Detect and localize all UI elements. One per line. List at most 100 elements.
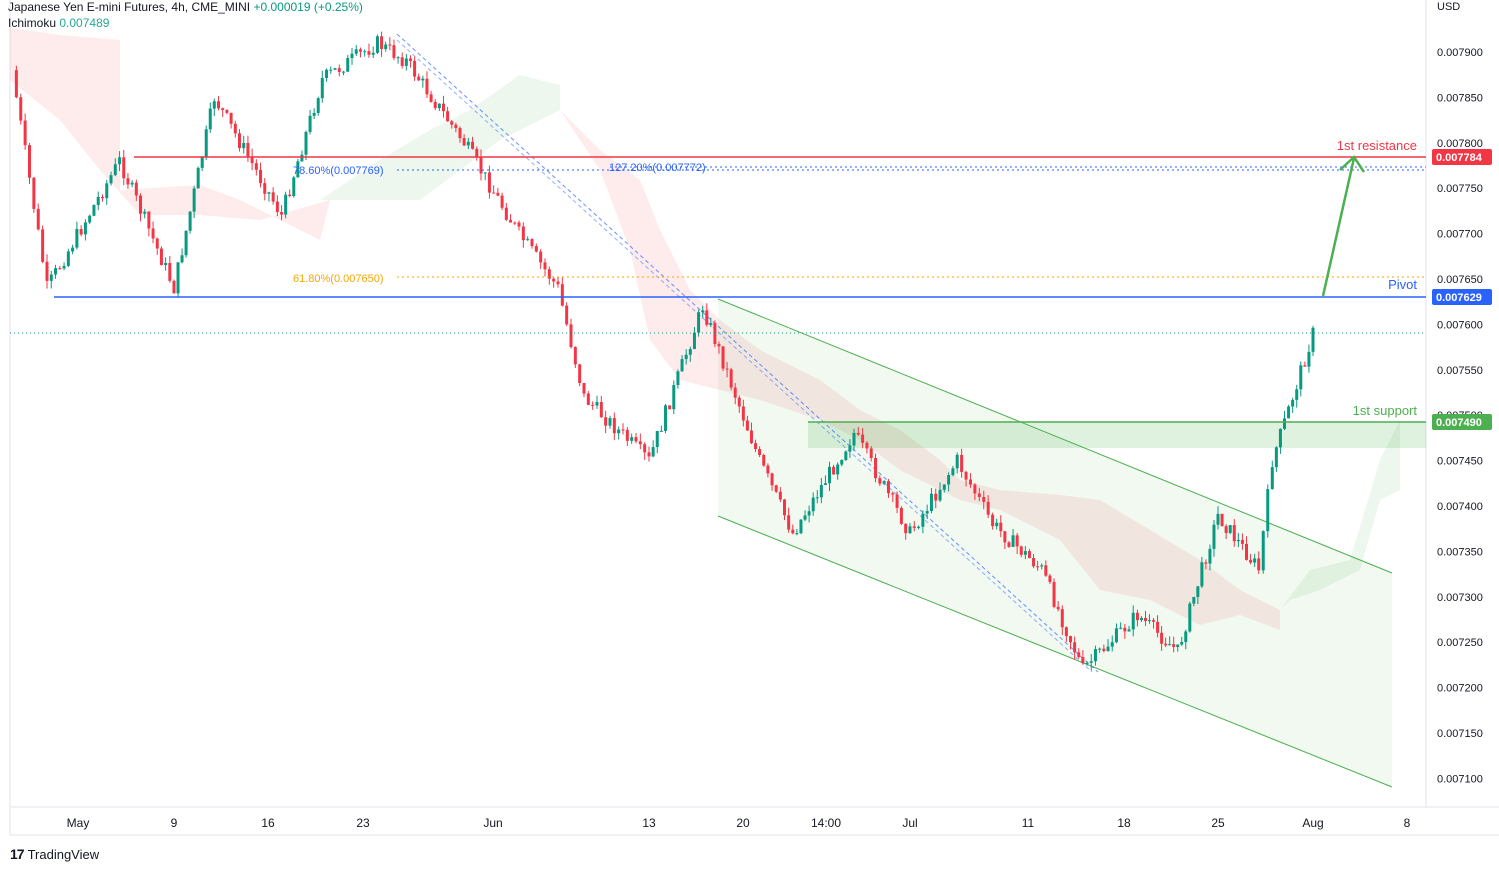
candle-body	[79, 229, 83, 235]
pivot-badge: 0.007629	[1436, 292, 1482, 304]
pivot-label: Pivot	[1388, 277, 1417, 292]
candle-body	[625, 429, 629, 441]
candle-body	[552, 278, 556, 282]
candle-body	[815, 497, 819, 499]
tradingview-mark-icon: 17	[10, 846, 25, 862]
candle-body	[1048, 575, 1052, 582]
candlesticks	[14, 31, 1315, 671]
candle-body	[483, 172, 487, 174]
candle-body	[807, 511, 811, 516]
candle-body	[466, 141, 470, 146]
candle-body	[118, 157, 122, 165]
candle-body	[560, 284, 564, 306]
candle-body	[852, 432, 856, 446]
candle-body	[668, 405, 672, 410]
candle-body	[1032, 558, 1036, 567]
candle-body	[134, 182, 138, 196]
candle-body	[259, 169, 263, 184]
candle-body	[296, 161, 300, 178]
candle-body	[1139, 617, 1143, 621]
candle-body	[586, 393, 590, 405]
candle-body	[92, 205, 96, 216]
candle-body	[254, 163, 258, 170]
candle-body	[71, 247, 75, 252]
candle-body	[973, 484, 977, 494]
tradingview-logo[interactable]: 17 TradingView	[10, 846, 99, 862]
support-badge-bg	[1432, 414, 1492, 430]
fib-trend-line-2	[396, 39, 1093, 673]
candle-body	[960, 454, 964, 472]
candle-body	[934, 493, 938, 501]
candle-body	[363, 51, 367, 53]
candle-body	[126, 178, 130, 185]
candle-body	[225, 109, 229, 113]
candle-body	[951, 468, 955, 476]
candle-body	[49, 274, 53, 281]
candle-body	[188, 211, 192, 231]
candle-body	[848, 445, 852, 452]
support-zone	[808, 422, 1426, 448]
candle-body	[479, 157, 483, 174]
candle-body	[977, 493, 981, 498]
candle-body	[1307, 351, 1311, 367]
support-label: 1st support	[1353, 403, 1418, 418]
candle-body	[1152, 620, 1156, 622]
candle-body	[396, 57, 400, 59]
axis-currency: USD	[1437, 1, 1460, 13]
x-tick-label: Aug	[1302, 816, 1323, 830]
candle-body	[1060, 609, 1064, 628]
candle-body	[392, 45, 396, 58]
y-tick-label: 0.007650	[1437, 274, 1483, 286]
y-tick-label: 0.007250	[1437, 637, 1483, 649]
candle-body	[14, 70, 18, 98]
candle-body	[159, 248, 163, 266]
candle-body	[1110, 642, 1114, 647]
candle-body	[509, 219, 513, 223]
projection-arrow-line	[1321, 157, 1356, 297]
candle-body	[721, 346, 725, 369]
y-tick-label: 0.007800	[1437, 138, 1483, 150]
indicator-legend[interactable]: Ichimoku 0.007489	[8, 16, 109, 30]
time-axis[interactable]: May 9 16 23 Jun 13 20 14:00 Jul 11 18 25 Aug 8	[67, 816, 1411, 830]
candle-body	[1064, 627, 1068, 637]
candle-body	[1093, 648, 1097, 662]
candle-body	[446, 111, 450, 122]
candle-body	[1311, 327, 1315, 352]
candle-body	[1188, 603, 1192, 632]
candle-body	[375, 36, 379, 53]
candle-body	[1044, 565, 1048, 576]
candle-body	[475, 148, 479, 158]
candle-body	[358, 49, 362, 52]
candle-body	[840, 460, 844, 465]
resistance-badge-bg	[1432, 149, 1492, 165]
y-tick-label: 0.007100	[1437, 773, 1483, 785]
candle-body	[75, 229, 79, 248]
x-tick-label: 23	[356, 816, 370, 830]
fib-1272-label: 127.20%(0.007772)	[609, 162, 706, 174]
candle-body	[1240, 539, 1244, 544]
candle-body	[1172, 644, 1176, 648]
candle-body	[878, 478, 882, 484]
candle-body	[164, 262, 168, 266]
candle-body	[408, 58, 412, 61]
candle-body	[425, 78, 429, 95]
candle-body	[1196, 586, 1200, 597]
candle-body	[337, 68, 341, 72]
candle-body	[1073, 642, 1077, 653]
candle-body	[741, 406, 745, 421]
candle-body	[651, 447, 655, 457]
candle-body	[1114, 628, 1118, 643]
candle-body	[692, 332, 696, 350]
y-tick-label: 0.007200	[1437, 683, 1483, 695]
candle-body	[238, 133, 242, 149]
candle-body	[45, 261, 49, 281]
cloud-segment	[560, 110, 1280, 630]
x-tick-label: 13	[642, 816, 656, 830]
candle-body	[267, 192, 271, 194]
candle-body	[417, 76, 421, 81]
candle-body	[1168, 644, 1172, 646]
candle-body	[725, 368, 729, 370]
candle-body	[342, 71, 346, 73]
candle-body	[713, 323, 717, 345]
